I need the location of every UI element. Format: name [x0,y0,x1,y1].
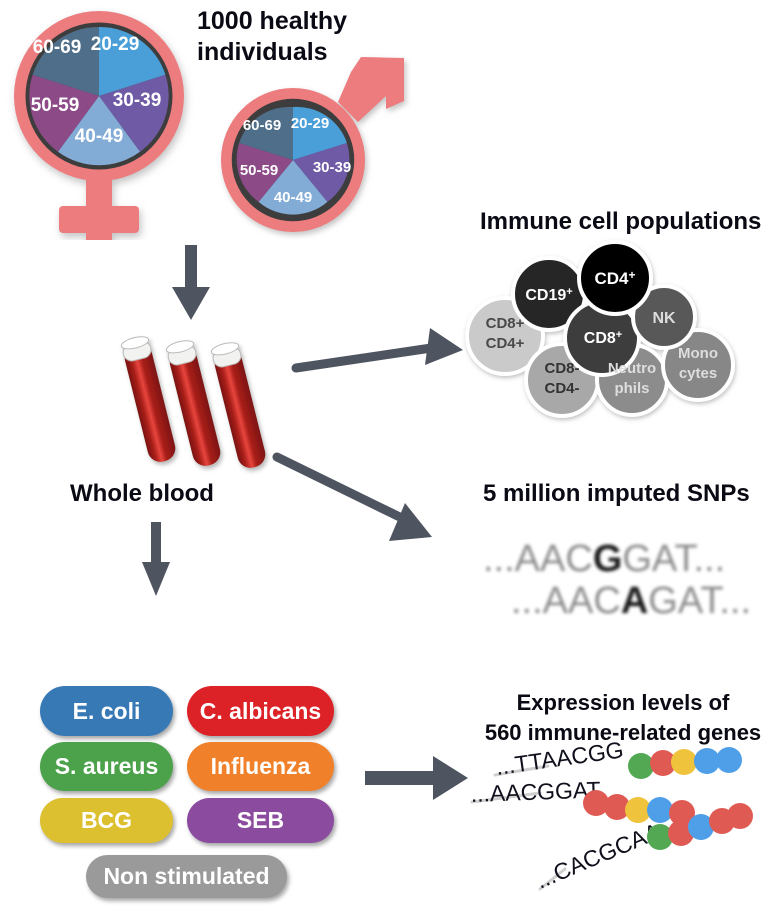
svg-text:CD4+: CD4+ [486,335,525,352]
svg-text:CD4-: CD4- [544,380,579,397]
svg-text:phils: phils [614,380,649,397]
svg-text:Mono: Mono [678,345,718,362]
svg-text:CD8-: CD8- [544,360,579,377]
svg-text:CD8+: CD8+ [486,315,525,332]
svg-text:cytes: cytes [679,365,717,382]
svg-text:NK: NK [652,310,676,327]
svg-text:CD19+: CD19+ [525,286,572,304]
svg-text:Neutro: Neutro [608,360,656,377]
